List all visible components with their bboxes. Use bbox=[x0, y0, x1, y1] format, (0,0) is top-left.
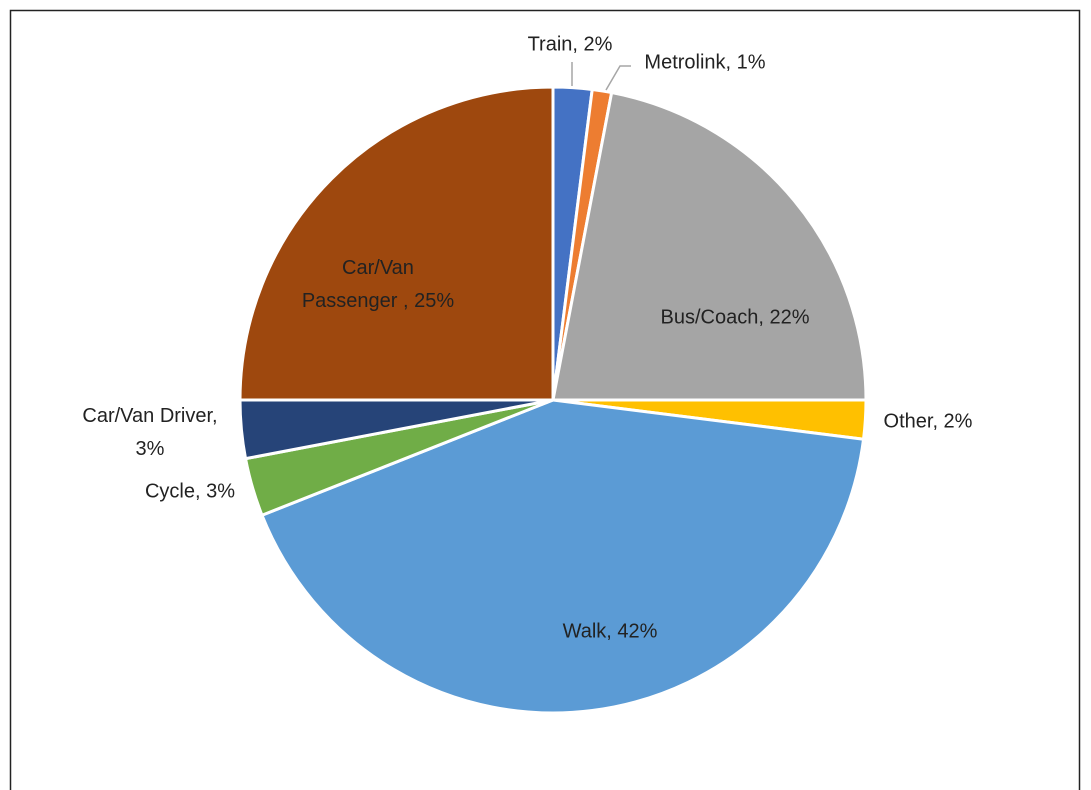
data-label: Metrolink, 1% bbox=[644, 51, 766, 74]
data-label: Other, 2% bbox=[883, 410, 973, 433]
pie-slice bbox=[260, 398, 866, 715]
data-label: Bus/Coach, 22% bbox=[660, 306, 810, 329]
chart-frame bbox=[9, 9, 1081, 790]
pie bbox=[238, 85, 868, 715]
data-label: Car/Van Passenger , 25% bbox=[301, 257, 455, 312]
pie-slice bbox=[238, 85, 555, 402]
data-label: Walk, 42% bbox=[562, 620, 658, 643]
data-label: Train, 2% bbox=[527, 33, 613, 56]
pie-slice bbox=[551, 91, 868, 402]
data-label: Car/Van Driver, 3% bbox=[82, 405, 218, 460]
leader-line bbox=[605, 65, 631, 91]
data-label: Cycle, 3% bbox=[144, 480, 236, 503]
